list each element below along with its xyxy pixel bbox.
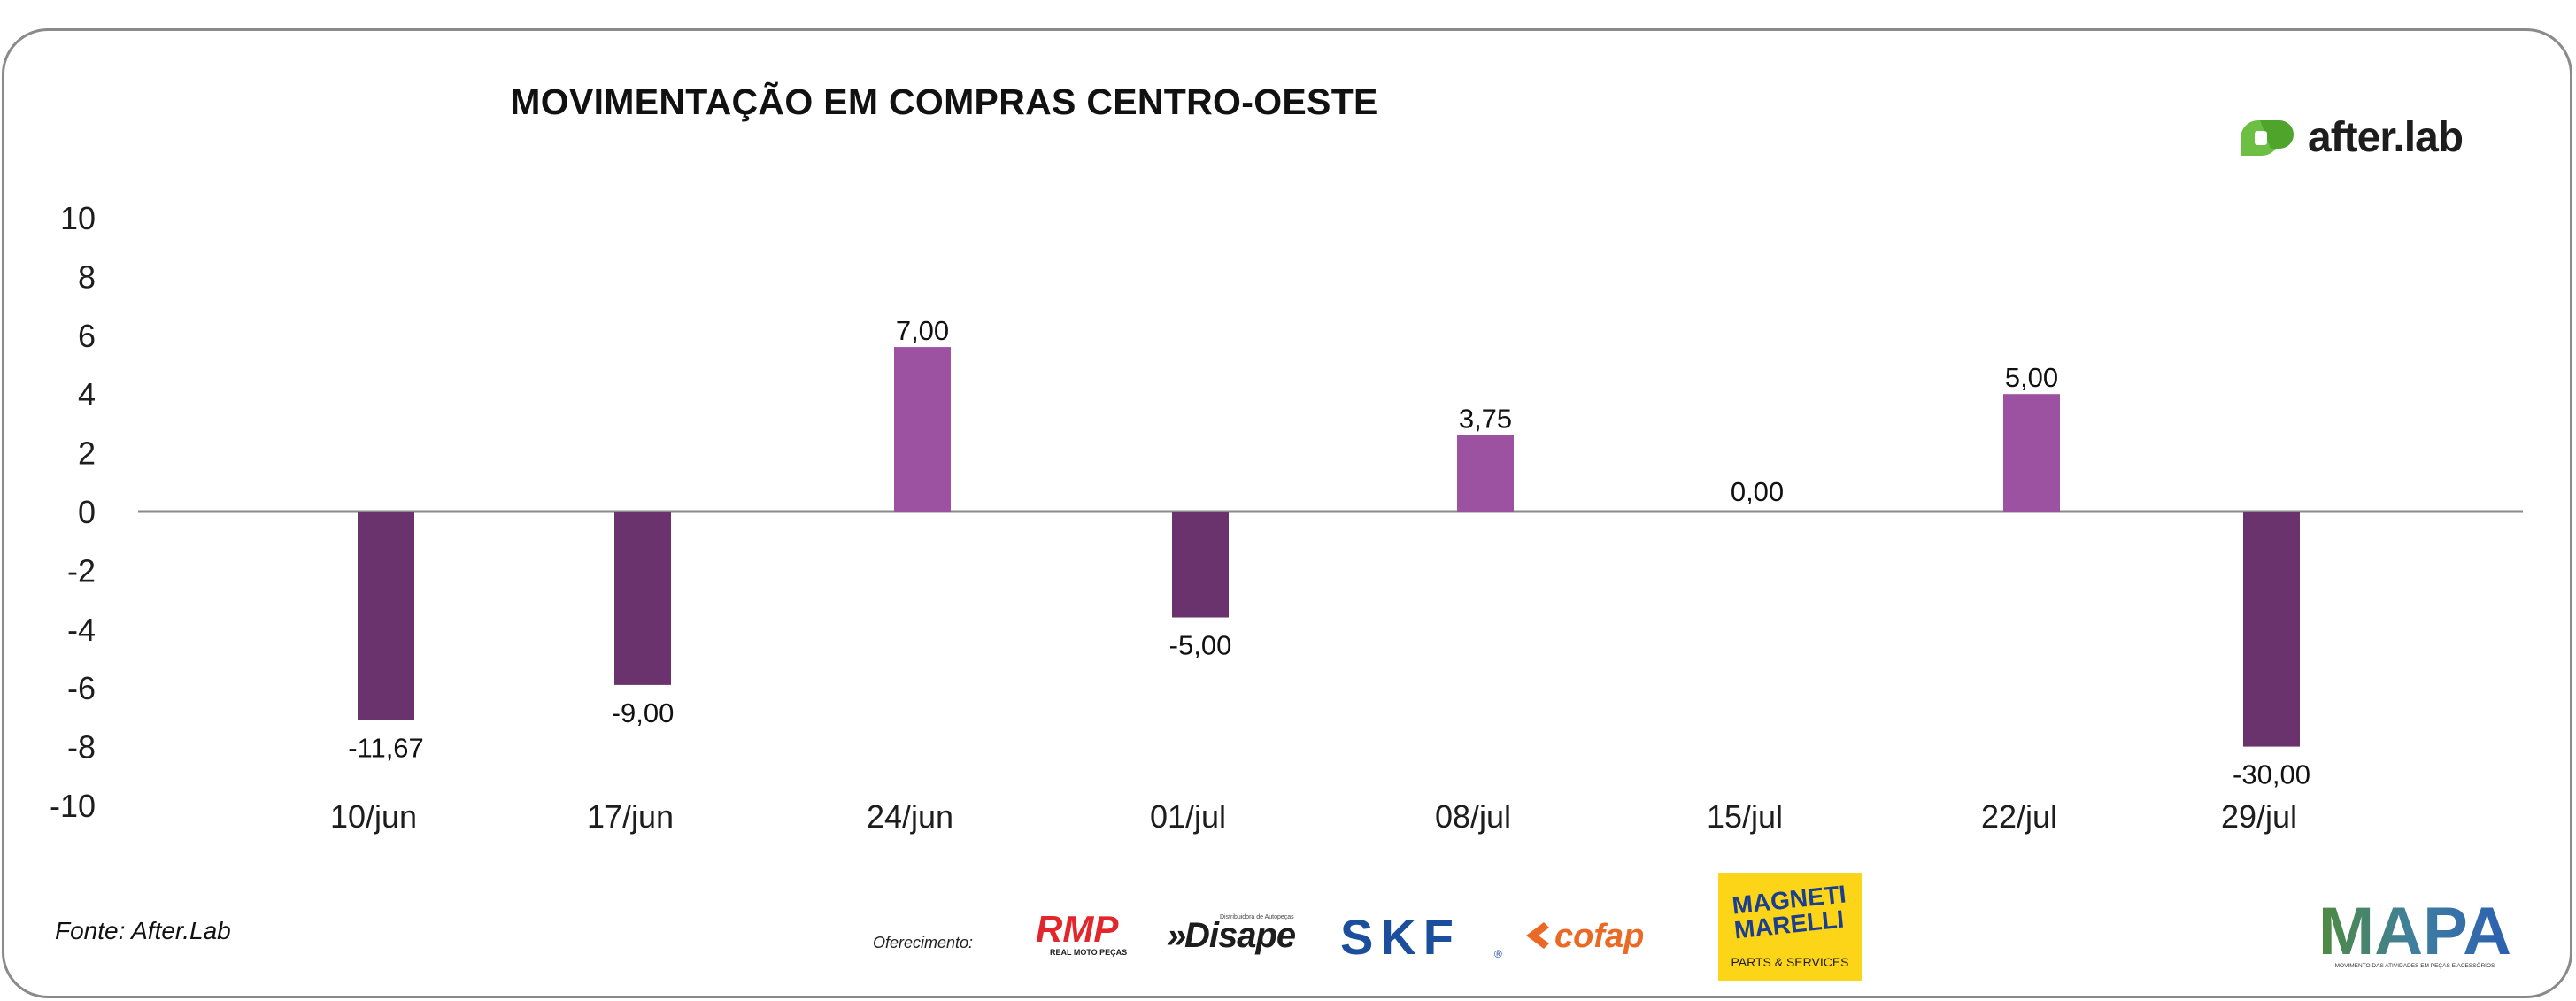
y-tick-label: 8 [78, 258, 96, 295]
data-label: 3,75 [1459, 404, 1512, 435]
rmp-logo: RMP REAL MOTO PEÇAS [1036, 908, 1127, 957]
x-tick-label: 24/jun [867, 798, 953, 835]
afterlab-mark-icon [2241, 120, 2294, 156]
x-tick-label: 01/jul [1150, 798, 1226, 835]
bar-22-jul [2003, 394, 2060, 512]
y-tick-label: -4 [67, 612, 96, 648]
data-label: 7,00 [896, 315, 949, 346]
svg-text:®: ® [1494, 948, 1502, 960]
skf-logo-text: SKF [1340, 912, 1461, 961]
source-note: Fonte: After.Lab [55, 917, 231, 944]
afterlab-logo: after.lab [2235, 112, 2474, 165]
x-tick-label: 10/jun [330, 798, 417, 835]
sponsor-label: Oferecimento: [873, 934, 974, 951]
y-tick-label: -10 [50, 788, 96, 824]
disape-logo-tagline: Distribuidora de Autopeças [1220, 914, 1294, 920]
data-label: -11,67 [348, 733, 424, 764]
rmp-logo-text: RMP [1036, 908, 1119, 950]
y-tick-label: 0 [78, 494, 96, 530]
cofap-logo-text: cofap [1554, 918, 1644, 955]
mapa-logo: MAPA MOVIMENTO DAS ATIVIDADES EM PEÇAS E… [2318, 899, 2511, 969]
y-tick-label: -6 [67, 670, 96, 706]
data-label: -30,00 [2233, 759, 2310, 790]
afterlab-wordmark: after.lab [2308, 114, 2464, 161]
bar-17-jun [614, 512, 671, 685]
magneti-marelli-logo: MAGNETI MARELLI PARTS & SERVICES [1718, 873, 1862, 981]
y-tick-label: 6 [78, 318, 96, 354]
x-tick-label: 15/jul [1707, 798, 1783, 835]
chart-frame [2, 28, 2572, 998]
mapa-tagline: MOVIMENTO DAS ATIVIDADES EM PEÇAS E ACES… [2335, 961, 2495, 969]
cofap-logo: cofap [1526, 918, 1644, 955]
bar-01-jul [1172, 512, 1229, 618]
rmp-logo-tagline: REAL MOTO PEÇAS [1050, 948, 1127, 957]
bar-08-jul [1457, 435, 1514, 512]
y-tick-label: 2 [78, 435, 96, 472]
disape-logo-text: Disape [1184, 916, 1296, 955]
x-tick-label: 08/jul [1435, 798, 1511, 835]
bar-29-jul [2243, 512, 2300, 747]
data-label: -5,00 [1169, 630, 1232, 661]
data-label: -9,00 [612, 697, 675, 728]
svg-text:»: » [1167, 916, 1185, 955]
mapa-logo-text: MAPA [2318, 899, 2511, 969]
x-tick-label: 22/jul [1981, 798, 2057, 835]
y-tick-label: 10 [60, 200, 96, 236]
y-tick-label: -8 [67, 729, 96, 766]
x-tick-label: 29/jul [2221, 798, 2297, 835]
skf-logo: SKF ® [1340, 912, 1502, 961]
x-tick-label: 17/jun [587, 798, 674, 835]
bar-10-jun [358, 512, 414, 720]
disape-logo: » Disape Distribuidora de Autopeças [1167, 914, 1297, 955]
cofap-mark-icon [1526, 922, 1549, 949]
magneti-sub: PARTS & SERVICES [1731, 955, 1848, 969]
chart-title: MOVIMENTAÇÃO EM COMPRAS CENTRO-OESTE [510, 81, 1378, 122]
y-tick-label: -2 [67, 552, 96, 589]
data-label: 0,00 [1731, 476, 1784, 507]
y-tick-label: 4 [78, 376, 96, 412]
bar-24-jun [894, 347, 951, 512]
data-label: 5,00 [2005, 362, 2058, 393]
